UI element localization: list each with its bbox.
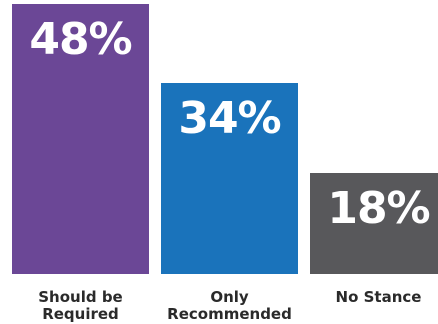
category-label-line: Should be	[38, 288, 123, 306]
bar-only-recommended: 34%	[161, 82, 298, 274]
bar-value-label: 34%	[178, 92, 281, 144]
category-label-should-be-required: Should be Required	[4, 289, 157, 323]
bar-should-be-required: 48%	[12, 4, 149, 274]
category-label-line: Required	[42, 305, 119, 323]
bar-no-stance: 18%	[310, 172, 438, 274]
bar-value-label: 18%	[327, 182, 430, 234]
bar-value-label: 48%	[29, 14, 132, 65]
category-label-line: Recommended	[167, 305, 292, 323]
category-label-line: No Stance	[335, 288, 422, 306]
category-label-only-recommended: Only Recommended	[153, 289, 306, 323]
category-label-line: Only	[210, 288, 249, 306]
category-label-no-stance: No Stance	[302, 289, 438, 306]
